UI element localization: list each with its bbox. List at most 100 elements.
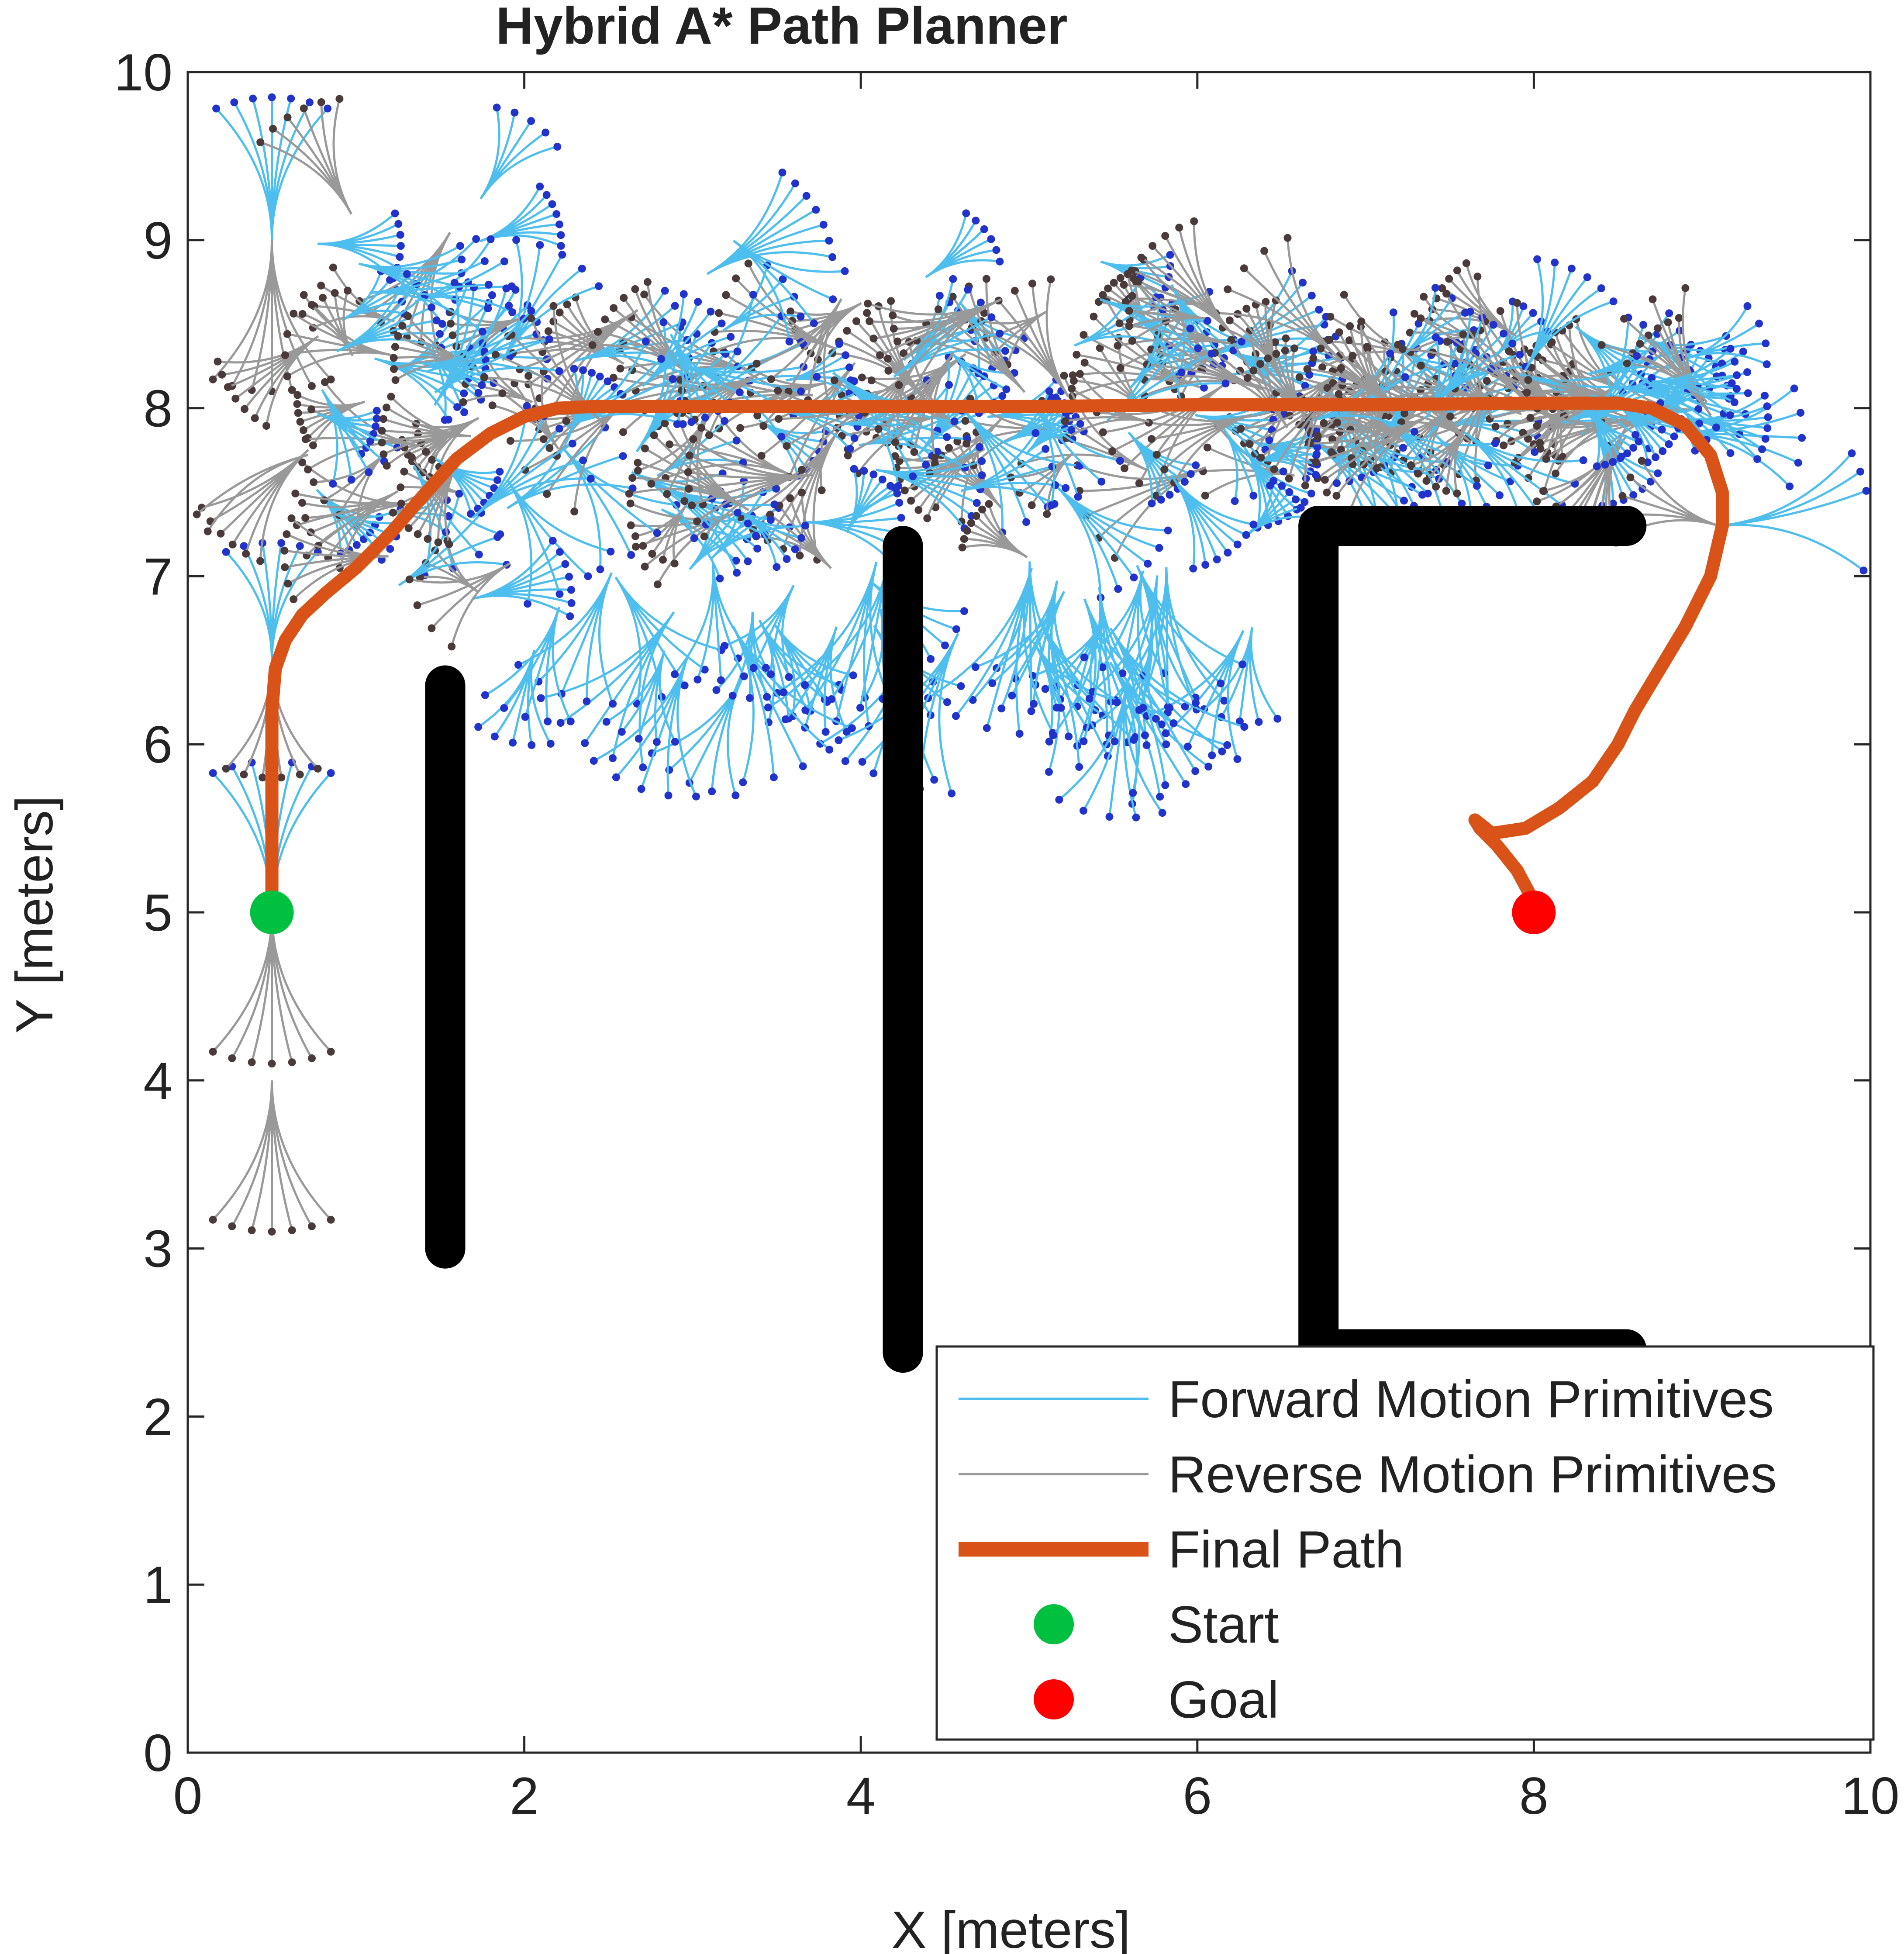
reverse-node xyxy=(1623,359,1631,368)
forward-node xyxy=(432,316,441,325)
reverse-node xyxy=(224,383,232,391)
reverse-node xyxy=(945,444,953,452)
forward-node xyxy=(1030,700,1038,708)
reverse-node xyxy=(308,301,316,309)
reverse-node xyxy=(1406,328,1414,337)
forward-node xyxy=(505,302,513,310)
forward-node xyxy=(952,712,960,720)
reverse-node xyxy=(193,510,201,518)
forward-node xyxy=(850,434,859,442)
forward-node xyxy=(1743,368,1752,376)
forward-node xyxy=(717,676,725,684)
forward-node xyxy=(773,563,781,571)
reverse-node xyxy=(1256,360,1264,368)
reverse-node xyxy=(1190,217,1198,225)
reverse-node xyxy=(1303,365,1311,373)
forward-node xyxy=(1489,321,1497,329)
reverse-primitive xyxy=(823,298,842,405)
forward-node xyxy=(566,612,574,621)
forward-node xyxy=(567,586,575,594)
forward-node xyxy=(1192,461,1200,470)
forward-node xyxy=(512,236,521,244)
forward-node xyxy=(1753,455,1762,463)
forward-node xyxy=(444,415,452,424)
reverse-node xyxy=(634,466,642,475)
reverse-primitive xyxy=(929,472,1002,509)
reverse-node xyxy=(650,431,658,439)
forward-node xyxy=(810,319,818,328)
reverse-node xyxy=(852,317,860,325)
reverse-node xyxy=(298,458,307,466)
forward-node xyxy=(1166,704,1174,712)
reverse-node xyxy=(788,317,797,325)
forward-node xyxy=(1301,382,1309,390)
reverse-node xyxy=(610,304,618,312)
reverse-node xyxy=(298,499,306,507)
reverse-node xyxy=(379,450,388,459)
forward-node xyxy=(1148,499,1156,507)
forward-node xyxy=(1076,420,1084,428)
reverse-node xyxy=(331,289,339,297)
reverse-primitive xyxy=(1222,327,1283,378)
reverse-node xyxy=(413,601,421,609)
reverse-primitive xyxy=(1144,380,1262,397)
reverse-node xyxy=(1309,354,1318,362)
reverse-node xyxy=(1108,447,1117,455)
forward-node xyxy=(1189,564,1197,573)
forward-node xyxy=(287,94,295,103)
forward-node xyxy=(249,94,257,103)
reverse-node xyxy=(978,505,986,514)
reverse-node xyxy=(293,391,302,399)
reverse-node xyxy=(594,328,602,336)
reverse-node xyxy=(1453,266,1461,275)
forward-node xyxy=(1484,461,1492,470)
reverse-node xyxy=(1285,474,1293,483)
forward-node xyxy=(997,704,1006,713)
forward-node xyxy=(801,521,809,530)
forward-node xyxy=(780,688,788,697)
forward-node xyxy=(828,253,837,261)
forward-node xyxy=(894,482,903,490)
forward-node xyxy=(1859,566,1868,575)
forward-primitive xyxy=(1435,435,1518,467)
forward-node xyxy=(324,104,332,113)
forward-node xyxy=(1694,405,1703,413)
forward-node xyxy=(1279,467,1287,476)
forward-node xyxy=(1797,409,1805,417)
y-tick-label: 10 xyxy=(114,43,172,102)
forward-node xyxy=(586,475,595,483)
forward-node xyxy=(680,290,688,298)
forward-node xyxy=(897,514,905,522)
reverse-node xyxy=(378,427,386,435)
reverse-node xyxy=(972,512,980,520)
forward-node xyxy=(1659,447,1667,455)
forward-node xyxy=(856,704,864,712)
reverse-node xyxy=(653,580,662,589)
reverse-node xyxy=(1400,409,1409,418)
reverse-node xyxy=(1201,491,1209,500)
forward-node xyxy=(523,402,531,410)
reverse-node xyxy=(1257,453,1265,462)
forward-node xyxy=(1307,490,1315,497)
forward-node xyxy=(849,671,857,680)
forward-node xyxy=(671,302,679,310)
forward-primitive xyxy=(1028,561,1090,700)
reverse-node xyxy=(1536,438,1544,447)
start-marker xyxy=(250,891,294,934)
reverse-node xyxy=(228,540,237,549)
reverse-node xyxy=(843,327,851,335)
reverse-node xyxy=(1114,342,1122,350)
forward-node xyxy=(952,625,960,633)
forward-node xyxy=(753,545,762,553)
reverse-node xyxy=(890,325,898,333)
reverse-node xyxy=(543,490,551,498)
reverse-node xyxy=(1224,285,1232,293)
forward-node xyxy=(886,482,894,490)
reverse-node xyxy=(445,540,453,549)
reverse-node xyxy=(290,310,298,318)
reverse-node xyxy=(1096,344,1104,352)
forward-node xyxy=(1240,723,1249,731)
reverse-node xyxy=(1069,371,1077,380)
y-tick-label: 1 xyxy=(143,1556,172,1614)
forward-node xyxy=(509,739,517,747)
